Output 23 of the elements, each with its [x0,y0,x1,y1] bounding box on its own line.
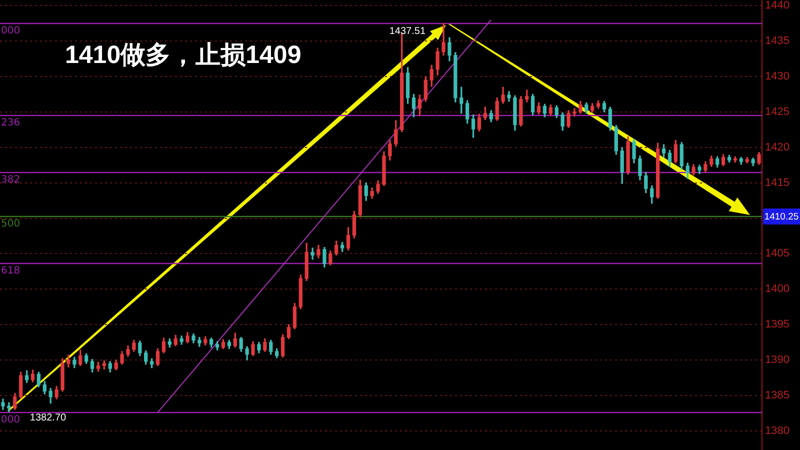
annotation: 618 [1,266,20,277]
annotation: 236 [1,118,20,129]
y-tick-label: 1395 [765,318,790,331]
y-tick-label: 1405 [765,248,790,260]
y-tick-label: 1390 [765,354,790,366]
y-tick-label: 1415 [765,176,790,189]
annotation: 1410.25 [764,212,799,223]
y-tick-label: 1385 [765,389,790,402]
y-tick-label: 1425 [765,106,790,118]
annotation: 1437.51 [389,26,426,38]
text: 1410做多，止损1409 [65,40,302,71]
annotation: 382 [1,174,20,186]
y-tick-label: 1380 [765,424,790,437]
y-tick-label: 1435 [765,35,790,48]
y-tick-label: 1420 [765,141,790,154]
annotation: 1382.70 [30,412,67,424]
annotation: 500 [1,218,20,230]
candlestick [572,108,576,117]
y-tick-label: 1440 [765,0,790,12]
annotation: 000 [1,26,20,37]
y-tick-label: 1430 [765,70,790,83]
annotation: 000 [1,414,20,426]
y-tick-label: 1400 [765,283,790,296]
